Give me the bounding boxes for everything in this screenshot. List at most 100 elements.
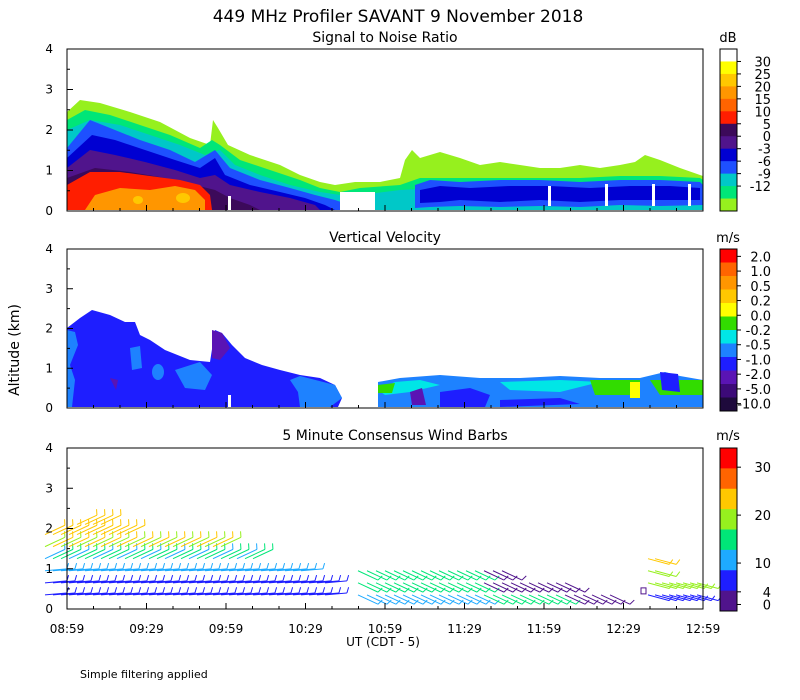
wind-barb-flag xyxy=(146,562,150,569)
wind-barb-flag xyxy=(242,575,246,582)
vv-patch-lightblue xyxy=(175,362,212,390)
wind-barb-flag xyxy=(218,587,222,594)
wind-calm-marker xyxy=(640,587,647,595)
wind-barb xyxy=(84,580,107,584)
wind-barb-flag xyxy=(146,587,150,594)
wind-barb xyxy=(420,582,442,593)
plot-frame xyxy=(66,447,704,610)
wind-barb xyxy=(501,570,523,581)
wind-barb xyxy=(474,570,496,581)
wind-barb xyxy=(172,548,194,560)
x-tick-label: 11:29 xyxy=(447,622,482,636)
wind-barb xyxy=(148,536,170,548)
wind-barb xyxy=(375,594,397,605)
wind-barb-flag xyxy=(485,599,491,605)
colorbar-label: 0 xyxy=(763,130,771,145)
colorbar-label: 2.0 xyxy=(750,250,771,265)
wind-barb-flag xyxy=(274,575,278,582)
wind-barb xyxy=(661,594,684,602)
wind-barb xyxy=(555,594,577,605)
wind-barb xyxy=(252,592,275,596)
wind-barb-flag xyxy=(322,562,326,569)
wind-barb-flag xyxy=(431,575,437,581)
wind-barb-flag xyxy=(675,571,681,577)
wind-barb xyxy=(116,548,138,560)
wind-barb xyxy=(76,548,98,560)
wind-barb xyxy=(140,536,162,548)
wind-barb xyxy=(300,592,323,596)
wind-barb xyxy=(357,582,379,593)
colorbar-swatch xyxy=(720,570,737,592)
wind-barb xyxy=(196,568,219,572)
colorbar-label: 15 xyxy=(754,93,771,108)
wind-barb-flag xyxy=(338,587,342,594)
wind-barb-flag xyxy=(503,599,509,605)
wind-barb-flag xyxy=(710,583,716,589)
wind-barb xyxy=(501,582,523,593)
vv-panel: Vertical Velocity 0 1 2 3 4 m/s 2.01.00.5 0 xyxy=(45,230,771,415)
wind-barb-flag xyxy=(114,587,118,594)
wind-barb xyxy=(92,524,114,535)
wind-barb xyxy=(132,568,155,572)
wind-barb xyxy=(696,582,719,590)
snr-data-gap xyxy=(228,196,231,210)
wind-barb xyxy=(244,580,267,584)
wind-barb xyxy=(647,582,670,590)
x-tick-label: 09:29 xyxy=(129,622,164,636)
colorbar-swatch xyxy=(720,73,737,87)
wind-barb-flag xyxy=(74,575,78,582)
wind-barb xyxy=(76,592,99,596)
wind-barb-flag xyxy=(202,575,206,582)
wind-barb-flag xyxy=(290,575,294,582)
wind-barb-flag xyxy=(242,562,246,569)
y-tick-label: 4 xyxy=(45,42,53,56)
wind-barb xyxy=(212,548,234,560)
wind-barb xyxy=(76,514,98,525)
wind-barb-flag xyxy=(440,575,446,581)
wind-barb xyxy=(573,594,595,605)
wind-barb xyxy=(483,570,505,581)
wind-barb xyxy=(654,594,677,602)
wind-barb xyxy=(236,592,259,596)
wind-barb-flag xyxy=(440,587,446,593)
wind-barb-flag xyxy=(162,562,166,569)
vv-plot-area xyxy=(67,310,703,407)
wind-barb-flag xyxy=(485,575,491,581)
wind-barb-flag xyxy=(440,599,446,605)
wind-barb xyxy=(188,592,211,596)
wind-barb xyxy=(564,594,586,605)
colorbar-swatch xyxy=(720,316,737,331)
wind-barb xyxy=(316,580,339,584)
wind-barb xyxy=(582,594,604,605)
colorbar-label: 5 xyxy=(763,118,771,133)
wind-barb xyxy=(300,580,323,584)
colorbar-label: -9 xyxy=(758,168,771,183)
wind-barb xyxy=(188,536,210,548)
wind-barb xyxy=(661,582,684,590)
wind-barb xyxy=(148,568,171,572)
wind-barb xyxy=(244,568,267,572)
wind-barb-flag xyxy=(266,562,270,569)
wind-barb xyxy=(180,592,203,596)
wind-barb-flag xyxy=(314,575,318,582)
wind-barb xyxy=(228,548,250,560)
wind-barb-flag xyxy=(593,599,599,605)
wind-barb-flag xyxy=(186,575,190,582)
wind-barb-flag xyxy=(298,562,302,569)
colorbar-label: 10 xyxy=(754,557,771,572)
wind-barb xyxy=(196,536,218,548)
wind-barb xyxy=(682,594,705,602)
wind-barb xyxy=(228,568,251,572)
wind-barb-flag xyxy=(386,599,392,605)
wind-barb xyxy=(220,580,243,584)
wind-barb xyxy=(510,594,532,605)
wind-barb-flag xyxy=(266,575,270,582)
wind-barb-flag xyxy=(458,575,464,581)
wind-barb xyxy=(156,536,178,548)
wind-barb-flag xyxy=(476,587,482,593)
wind-barb xyxy=(92,568,115,572)
wind-barb-flag xyxy=(322,575,326,582)
wind-barb xyxy=(92,514,114,525)
wind-barb xyxy=(164,536,186,548)
